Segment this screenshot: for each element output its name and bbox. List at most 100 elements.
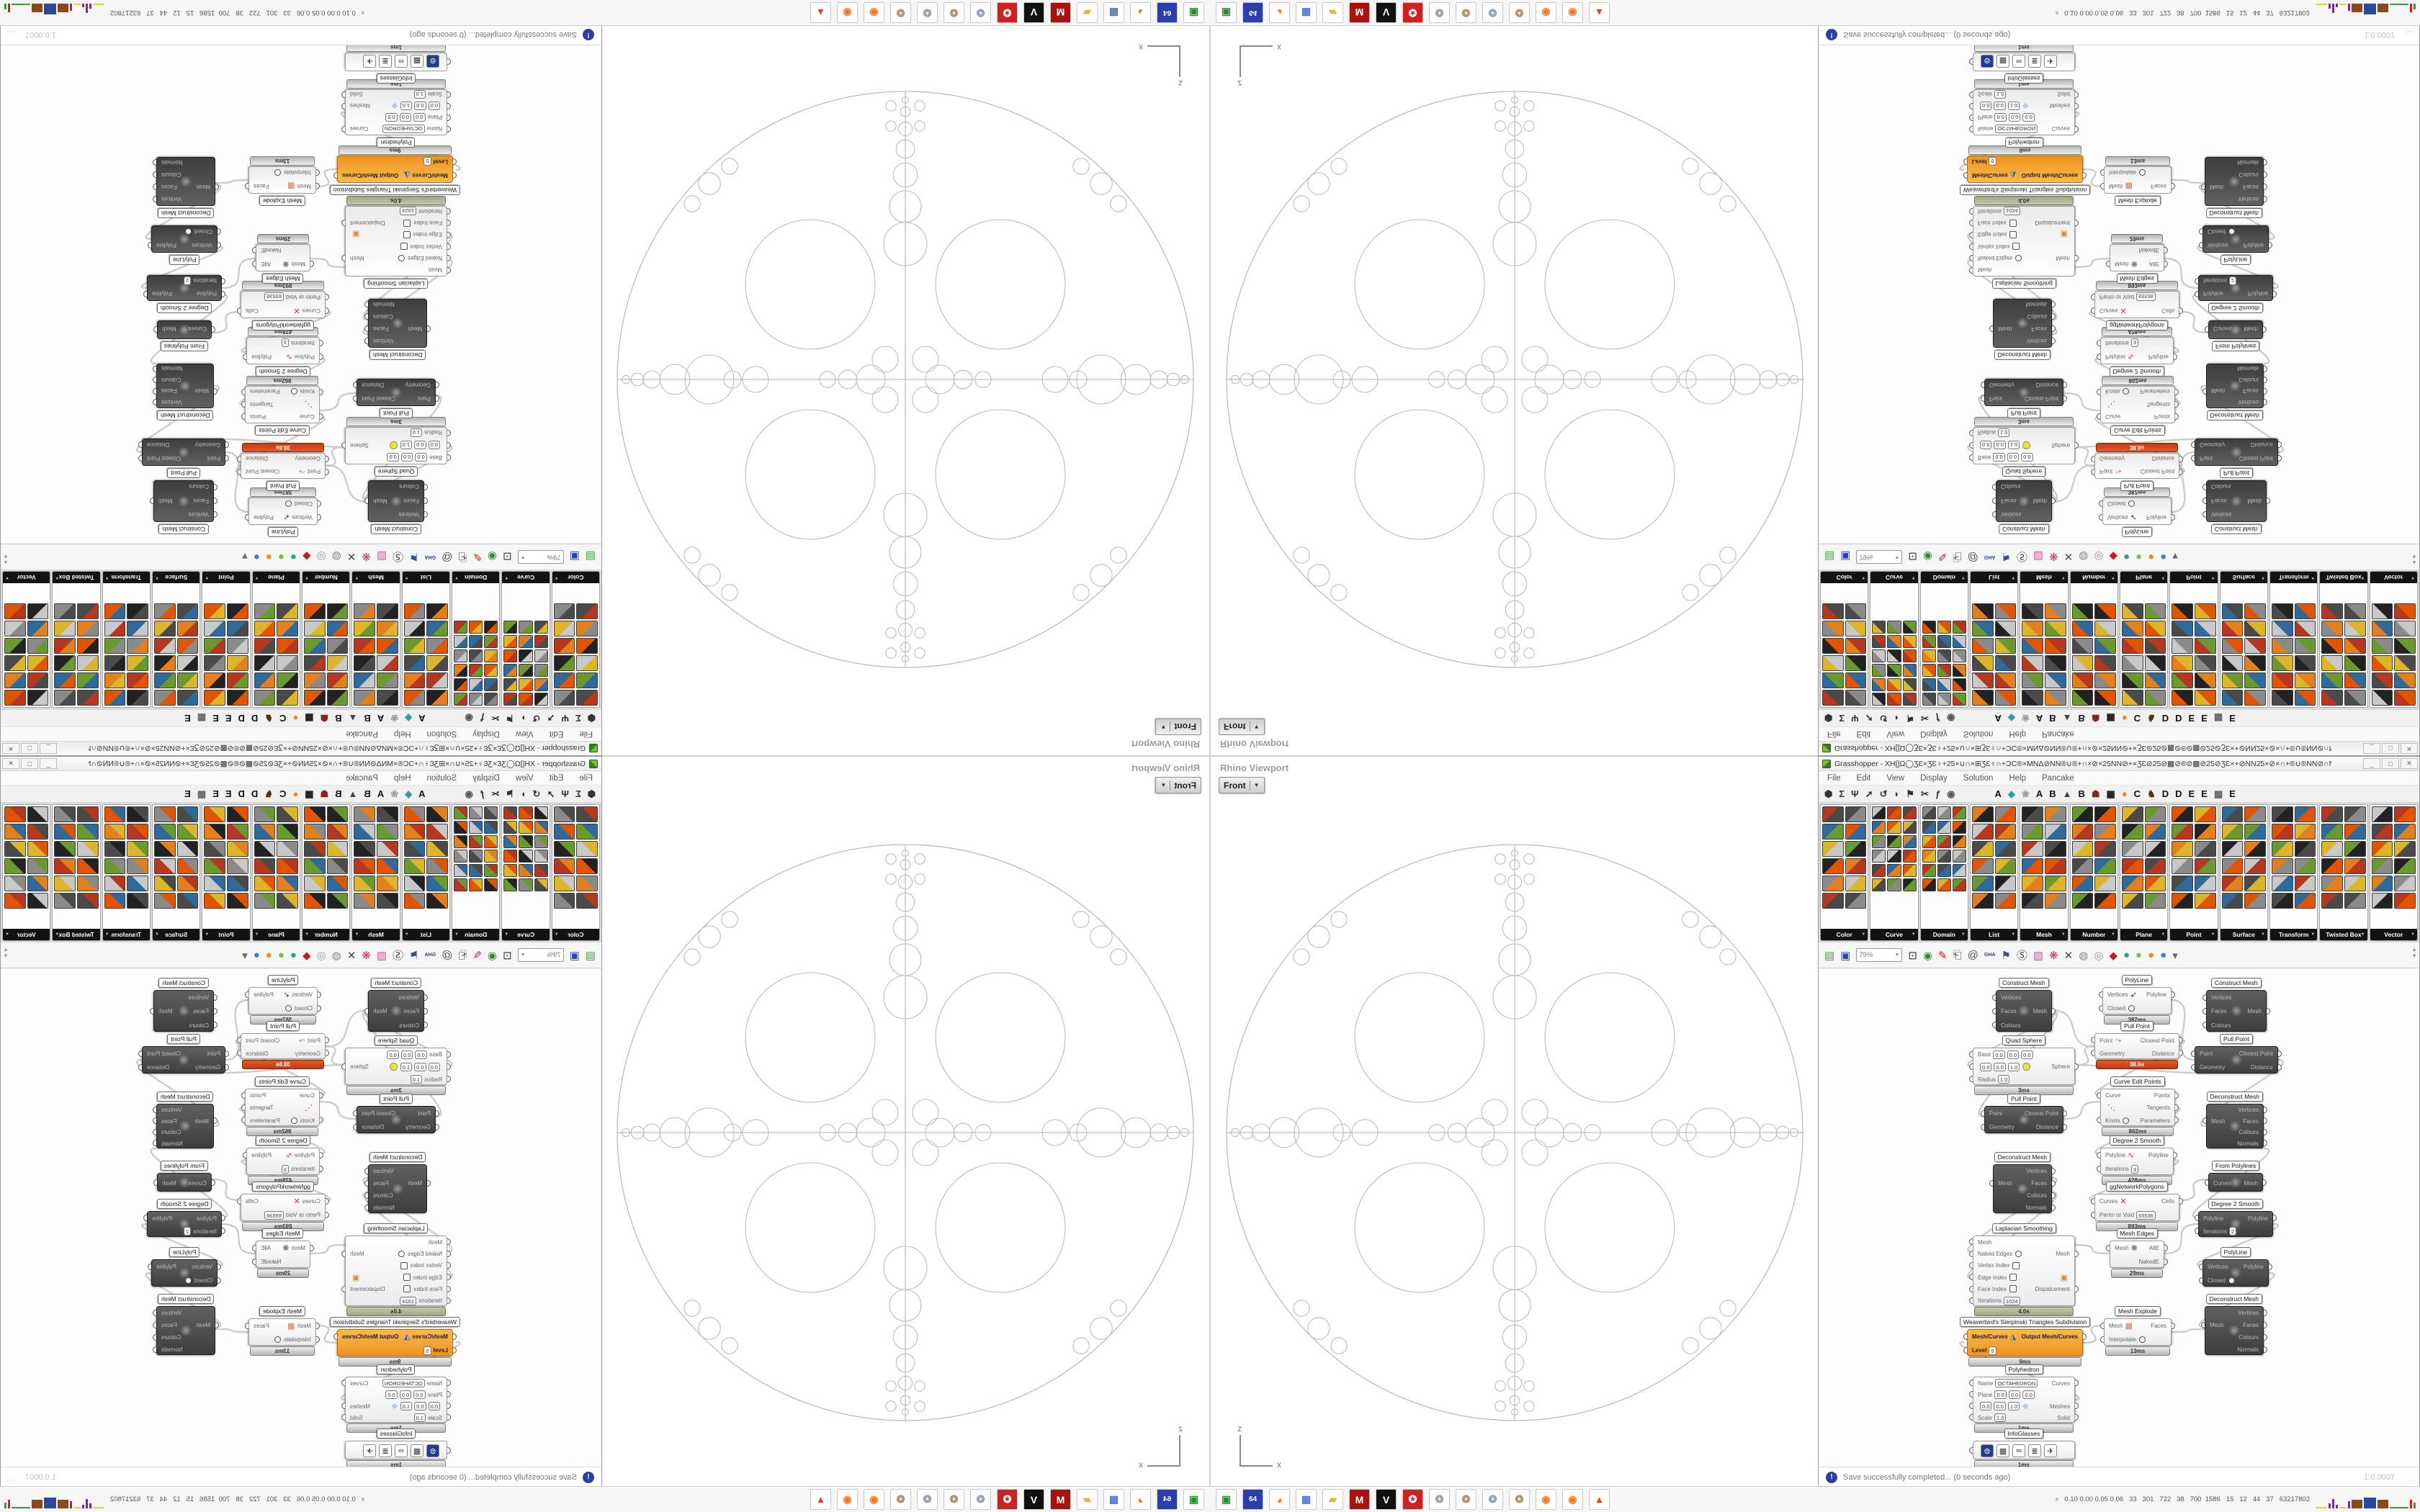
value-chip[interactable]: 0.0: [2007, 453, 2020, 462]
toggle-circle[interactable]: [274, 1336, 282, 1343]
maximize-button[interactable]: □: [2382, 743, 2399, 754]
component-icon[interactable]: [1822, 841, 1844, 857]
torus-icon[interactable]: ◎: [2094, 949, 2104, 962]
plugin-tab[interactable]: E: [212, 788, 219, 799]
surprise-box-icon[interactable]: ▧: [2033, 550, 2044, 563]
component-icon[interactable]: [534, 621, 548, 634]
toggle-circle[interactable]: [2015, 255, 2022, 262]
component-icon[interactable]: [127, 824, 149, 840]
v-app-icon[interactable]: V: [1023, 2, 1044, 23]
input-port[interactable]: [2195, 278, 2198, 284]
category-tab-icon[interactable]: Ψ: [1851, 788, 1859, 799]
chevron-down-icon[interactable]: ▼: [520, 953, 526, 958]
component-icon[interactable]: [2394, 841, 2416, 857]
component-icon[interactable]: [2344, 603, 2366, 619]
component-icon[interactable]: [2294, 690, 2316, 706]
rhino-viewport[interactable]: Rhino Viewport Front ▼ z x: [602, 26, 1210, 756]
category-tab-icon[interactable]: ➚: [1865, 713, 1873, 724]
component-icon[interactable]: [2172, 806, 2193, 822]
value-chip[interactable]: 0.0: [1994, 102, 2006, 110]
value-chip[interactable]: 1.0: [410, 1075, 423, 1084]
component-icon[interactable]: [4, 603, 26, 619]
component-icon[interactable]: [176, 858, 199, 874]
floppy64-icon[interactable]: 64: [1157, 2, 1178, 23]
component-icon[interactable]: [4, 638, 26, 654]
component-icon[interactable]: [4, 824, 26, 840]
value-chip[interactable]: 0.0: [1994, 1390, 2007, 1399]
rhino-viewport[interactable]: Rhino Viewport Front ▼ z x: [1210, 26, 1818, 756]
value-chip[interactable]: 0.0: [2008, 113, 2021, 122]
value-chip[interactable]: 0.0: [1993, 1050, 2005, 1059]
component-icon[interactable]: [534, 806, 548, 819]
component-icon[interactable]: [484, 850, 498, 863]
component-icon[interactable]: [304, 841, 326, 857]
infoglasses-toggle-icon[interactable]: ✈: [2044, 1444, 2057, 1457]
at-icon[interactable]: @: [442, 949, 453, 961]
component-icon[interactable]: [377, 672, 398, 688]
plugin-tab[interactable]: B: [364, 713, 371, 724]
output-port[interactable]: [364, 1192, 368, 1199]
component-icon[interactable]: [2371, 893, 2393, 909]
component-icon[interactable]: [77, 690, 99, 706]
component-icon[interactable]: [2271, 876, 2293, 891]
component-icon[interactable]: [2394, 621, 2416, 636]
component-icon[interactable]: [2294, 638, 2316, 654]
component-icon[interactable]: [2194, 806, 2216, 822]
value-chip[interactable]: 0.0: [1994, 441, 2006, 450]
component-icon[interactable]: [1971, 893, 1994, 909]
node-laplacian-smoothing[interactable]: Mesh Naked Edges Mesh Vertex Index Edge Inde…: [341, 1236, 451, 1306]
component-icon[interactable]: [1872, 621, 1886, 634]
component-icon[interactable]: [1845, 824, 1867, 840]
palette-tab-curve[interactable]: Curve ▼: [1870, 572, 1918, 583]
output-port[interactable]: [364, 1179, 368, 1187]
node-canvas[interactable]: Construct Mesh Vertices Faces Mesh Colours Qu…: [1, 968, 601, 1467]
component-icon[interactable]: [1822, 858, 1844, 874]
output-port[interactable]: [143, 1215, 147, 1221]
value-chip[interactable]: 1.0: [410, 428, 423, 437]
output-port[interactable]: [2052, 1167, 2056, 1174]
component-icon[interactable]: [54, 893, 76, 909]
component-icon[interactable]: [1922, 864, 1936, 877]
component-icon[interactable]: [534, 635, 548, 648]
blender-icon[interactable]: ◉: [864, 1489, 884, 1510]
component-icon[interactable]: [127, 841, 149, 857]
palette-tab-surface[interactable]: Surface ▼: [2220, 572, 2267, 583]
component-icon[interactable]: [326, 893, 349, 909]
component-icon[interactable]: [519, 635, 533, 648]
component-icon[interactable]: [2044, 876, 2066, 891]
category-tab-icon[interactable]: Ψ: [561, 788, 569, 799]
category-tab-icon[interactable]: ⬢: [1824, 788, 1833, 799]
sketch-pen-icon[interactable]: ✎: [472, 949, 482, 962]
palette-icon[interactable]: ❂: [917, 2, 938, 23]
gha-icon[interactable]: GHA: [1984, 953, 1996, 958]
component-icon[interactable]: [576, 603, 598, 619]
value-chip[interactable]: 1.0: [2007, 1062, 2020, 1071]
output-port[interactable]: [153, 1309, 156, 1316]
component-icon[interactable]: [176, 690, 199, 706]
input-port[interactable]: [2091, 1211, 2094, 1218]
infoglasses-toggle-icon[interactable]: ✈: [2044, 55, 2057, 68]
output-port[interactable]: [241, 388, 245, 395]
component-icon[interactable]: [2221, 672, 2244, 688]
component-icon[interactable]: [1971, 824, 1994, 840]
component-icon[interactable]: [1937, 835, 1951, 848]
palette-tab-list[interactable]: List ▼: [1970, 929, 2018, 940]
component-icon[interactable]: [2394, 603, 2416, 619]
palette-icon[interactable]: ❂: [1429, 1489, 1450, 1510]
palette-tab-plane[interactable]: Plane ▼: [2120, 572, 2168, 583]
open-file-icon[interactable]: ▤: [1824, 949, 1835, 962]
component-icon[interactable]: [2194, 841, 2216, 857]
component-icon[interactable]: [77, 893, 99, 909]
component-icon[interactable]: [1845, 841, 1867, 857]
component-icon[interactable]: [426, 876, 449, 891]
component-icon[interactable]: [1845, 876, 1867, 891]
node-polyhedron[interactable]: Name OCTAHEDRON Curves Plane 0.0 0.0 0.0 0.0 0.0…: [341, 89, 451, 135]
component-icon[interactable]: [304, 824, 326, 840]
dropdown-arrow-icon[interactable]: ▾: [2172, 550, 2178, 563]
toggle-circle[interactable]: [185, 228, 192, 235]
component-icon[interactable]: [1971, 603, 1994, 619]
component-icon[interactable]: [277, 655, 299, 671]
input-port[interactable]: [2097, 1117, 2100, 1124]
component-icon[interactable]: [2144, 638, 2166, 654]
preview-eye-icon[interactable]: ◉: [1922, 949, 1933, 962]
